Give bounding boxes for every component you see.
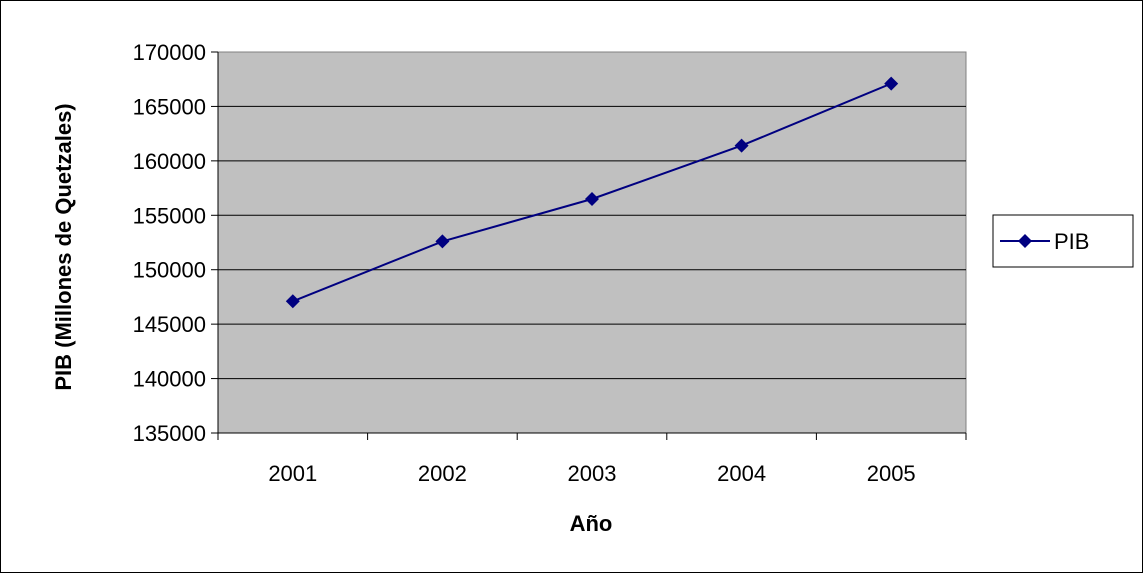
x-tick-label: 2002	[418, 461, 467, 486]
plot-area	[217, 51, 967, 434]
y-tick-label: 145000	[133, 312, 206, 337]
y-tick-labels: 135000 140000 145000 150000 155000 160000 1650…	[133, 40, 206, 446]
y-tick-label: 135000	[133, 421, 206, 446]
legend-label: PIB	[1054, 229, 1089, 254]
data-point-2003	[585, 191, 599, 206]
grid-lines	[218, 105, 966, 380]
x-tick-label: 2001	[268, 461, 317, 486]
x-tick-label: 2005	[867, 461, 916, 486]
y-tick-label: 160000	[133, 149, 206, 174]
legend: PIB	[992, 214, 1134, 268]
data-point-2001	[285, 294, 300, 309]
x-tick-label: 2004	[717, 461, 766, 486]
data-point-2002	[435, 234, 450, 249]
y-tick-label: 155000	[133, 203, 206, 228]
x-tick-label: 2003	[568, 461, 617, 486]
y-tick-label: 170000	[133, 40, 206, 65]
y-tick-label: 150000	[133, 258, 206, 283]
series-pib	[285, 76, 899, 309]
y-axis-title: PIB (Millones de Quetzales)	[51, 103, 76, 390]
axes	[211, 51, 967, 440]
data-point-2004	[734, 138, 749, 153]
x-tick-labels: 2001 2002 2003 2004 2005	[268, 461, 915, 486]
data-point-2005	[884, 76, 899, 91]
x-axis-title: Año	[570, 511, 613, 536]
y-tick-label: 140000	[133, 367, 206, 392]
y-tick-label: 165000	[133, 94, 206, 119]
legend-marker	[1018, 234, 1032, 248]
